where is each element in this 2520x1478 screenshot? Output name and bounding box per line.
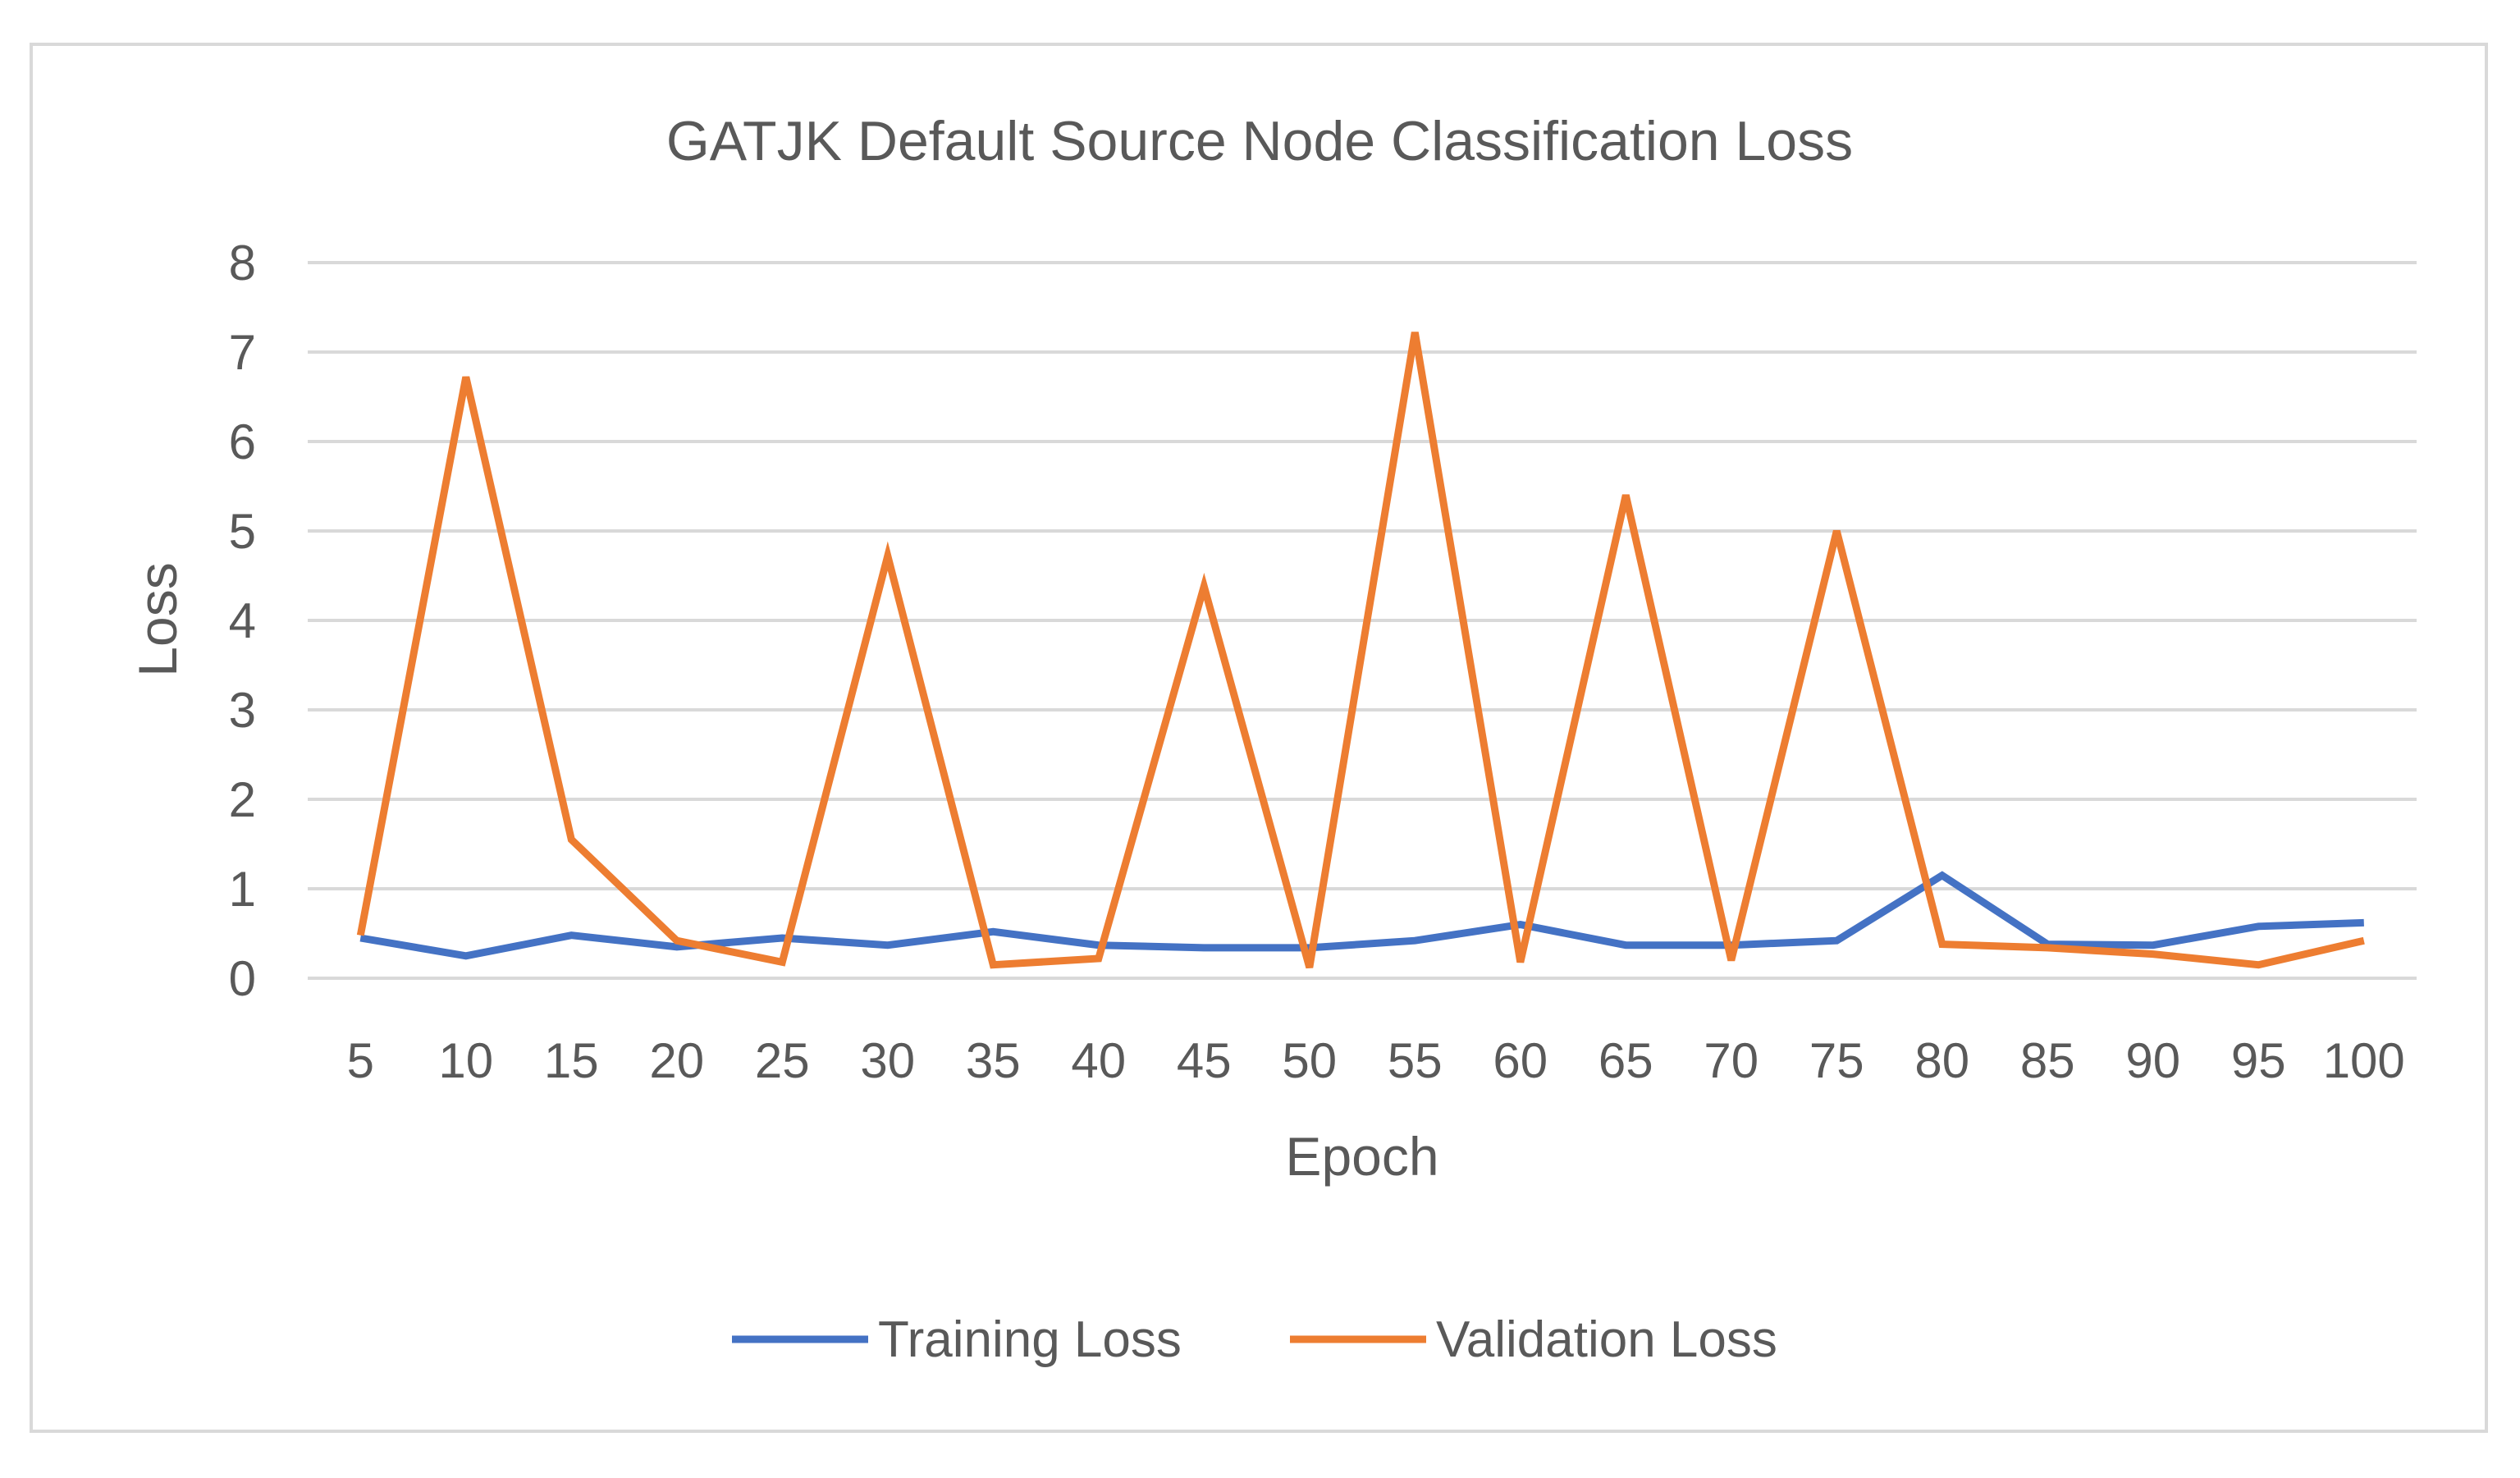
chart-title: GATJK Default Source Node Classification… — [666, 110, 1853, 172]
x-tick-label: 10 — [438, 1033, 493, 1088]
x-tick-label: 85 — [2020, 1033, 2075, 1088]
y-tick-label: 1 — [229, 862, 256, 917]
x-axis-title: Epoch — [1285, 1126, 1438, 1187]
y-axis-title: Loss — [127, 562, 188, 676]
legend: Training Loss Validation Loss — [732, 1311, 1777, 1368]
series-line-validation-loss — [356, 332, 2365, 969]
x-tick-label: 40 — [1071, 1033, 1126, 1088]
legend-label-validation-loss: Validation Loss — [1436, 1311, 1777, 1368]
y-tick-label: 7 — [229, 325, 256, 380]
x-tick-label: 25 — [755, 1033, 810, 1088]
x-tick-label: 70 — [1704, 1033, 1759, 1088]
x-tick-label: 65 — [1598, 1033, 1653, 1088]
chart-frame — [30, 43, 2488, 1433]
x-tick-label: 35 — [966, 1033, 1021, 1088]
x-tick-label: 80 — [1914, 1033, 1969, 1088]
y-tick-label: 6 — [229, 414, 256, 469]
x-tick-label: 45 — [1177, 1033, 1232, 1088]
x-tick-label: 55 — [1388, 1033, 1443, 1088]
x-tick-label: 90 — [2125, 1033, 2180, 1088]
x-tick-label: 100 — [2323, 1033, 2405, 1088]
x-tick-label: 30 — [860, 1033, 915, 1088]
y-tick-label: 3 — [229, 683, 256, 738]
legend-label-training-loss: Training Loss — [878, 1311, 1182, 1368]
x-tick-label: 15 — [544, 1033, 599, 1088]
y-tick-label: 0 — [229, 951, 256, 1006]
y-tick-label: 4 — [229, 593, 256, 648]
x-tick-label: 75 — [1809, 1033, 1864, 1088]
x-tick-label: 50 — [1282, 1033, 1337, 1088]
gridlines — [308, 261, 2417, 980]
y-tick-label: 2 — [229, 772, 256, 827]
y-tick-label: 8 — [229, 236, 256, 291]
x-tick-label: 5 — [347, 1033, 374, 1088]
series-lines — [356, 332, 2365, 969]
x-tick-label: 60 — [1493, 1033, 1548, 1088]
x-tick-label: 95 — [2231, 1033, 2286, 1088]
x-axis-ticks: 5 10 15 20 25 30 35 40 45 50 55 60 65 70 75 80 85 90 95 100 — [347, 1033, 2405, 1088]
y-tick-label: 5 — [229, 504, 256, 559]
x-tick-label: 20 — [649, 1033, 704, 1088]
y-axis-ticks: 0 1 2 3 4 5 6 7 8 — [229, 236, 256, 1006]
